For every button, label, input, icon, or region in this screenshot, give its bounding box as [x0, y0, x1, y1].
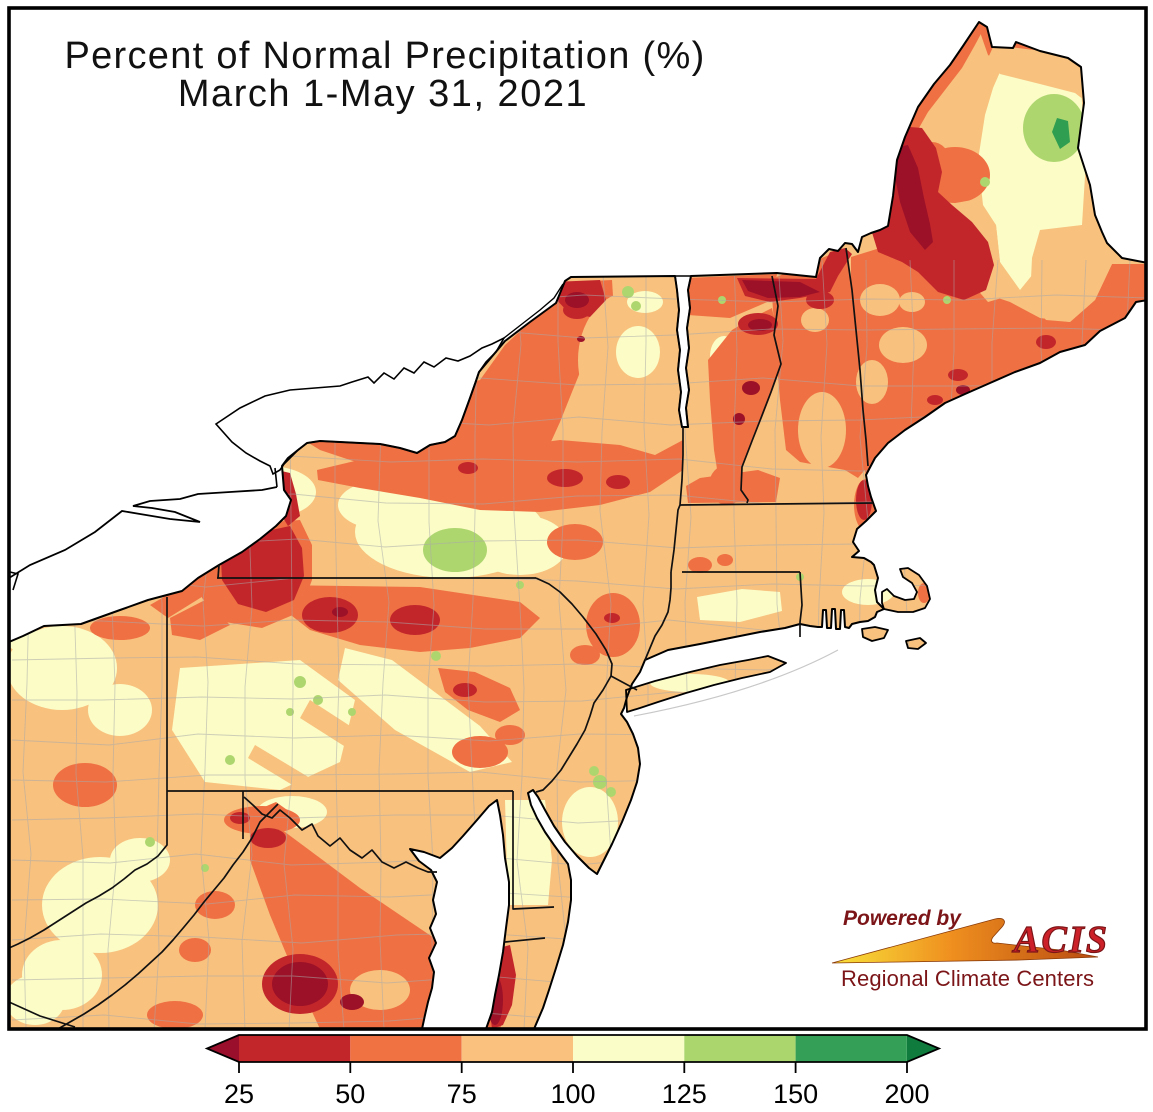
svg-text:100: 100: [550, 1079, 595, 1109]
svg-text:Percent of Normal Precipitatio: Percent of Normal Precipitation (%): [64, 35, 705, 77]
svg-text:200: 200: [884, 1079, 929, 1109]
svg-text:125: 125: [662, 1079, 707, 1109]
svg-text:March 1-May 31, 2021: March 1-May 31, 2021: [178, 73, 588, 115]
svg-text:50: 50: [335, 1079, 365, 1109]
svg-text:Powered by: Powered by: [843, 907, 962, 930]
svg-text:Regional Climate Centers: Regional Climate Centers: [841, 966, 1094, 991]
svg-text:75: 75: [447, 1079, 477, 1109]
svg-text:ACIS: ACIS: [1012, 919, 1107, 961]
svg-text:150: 150: [773, 1079, 818, 1109]
svg-text:25: 25: [224, 1079, 254, 1109]
